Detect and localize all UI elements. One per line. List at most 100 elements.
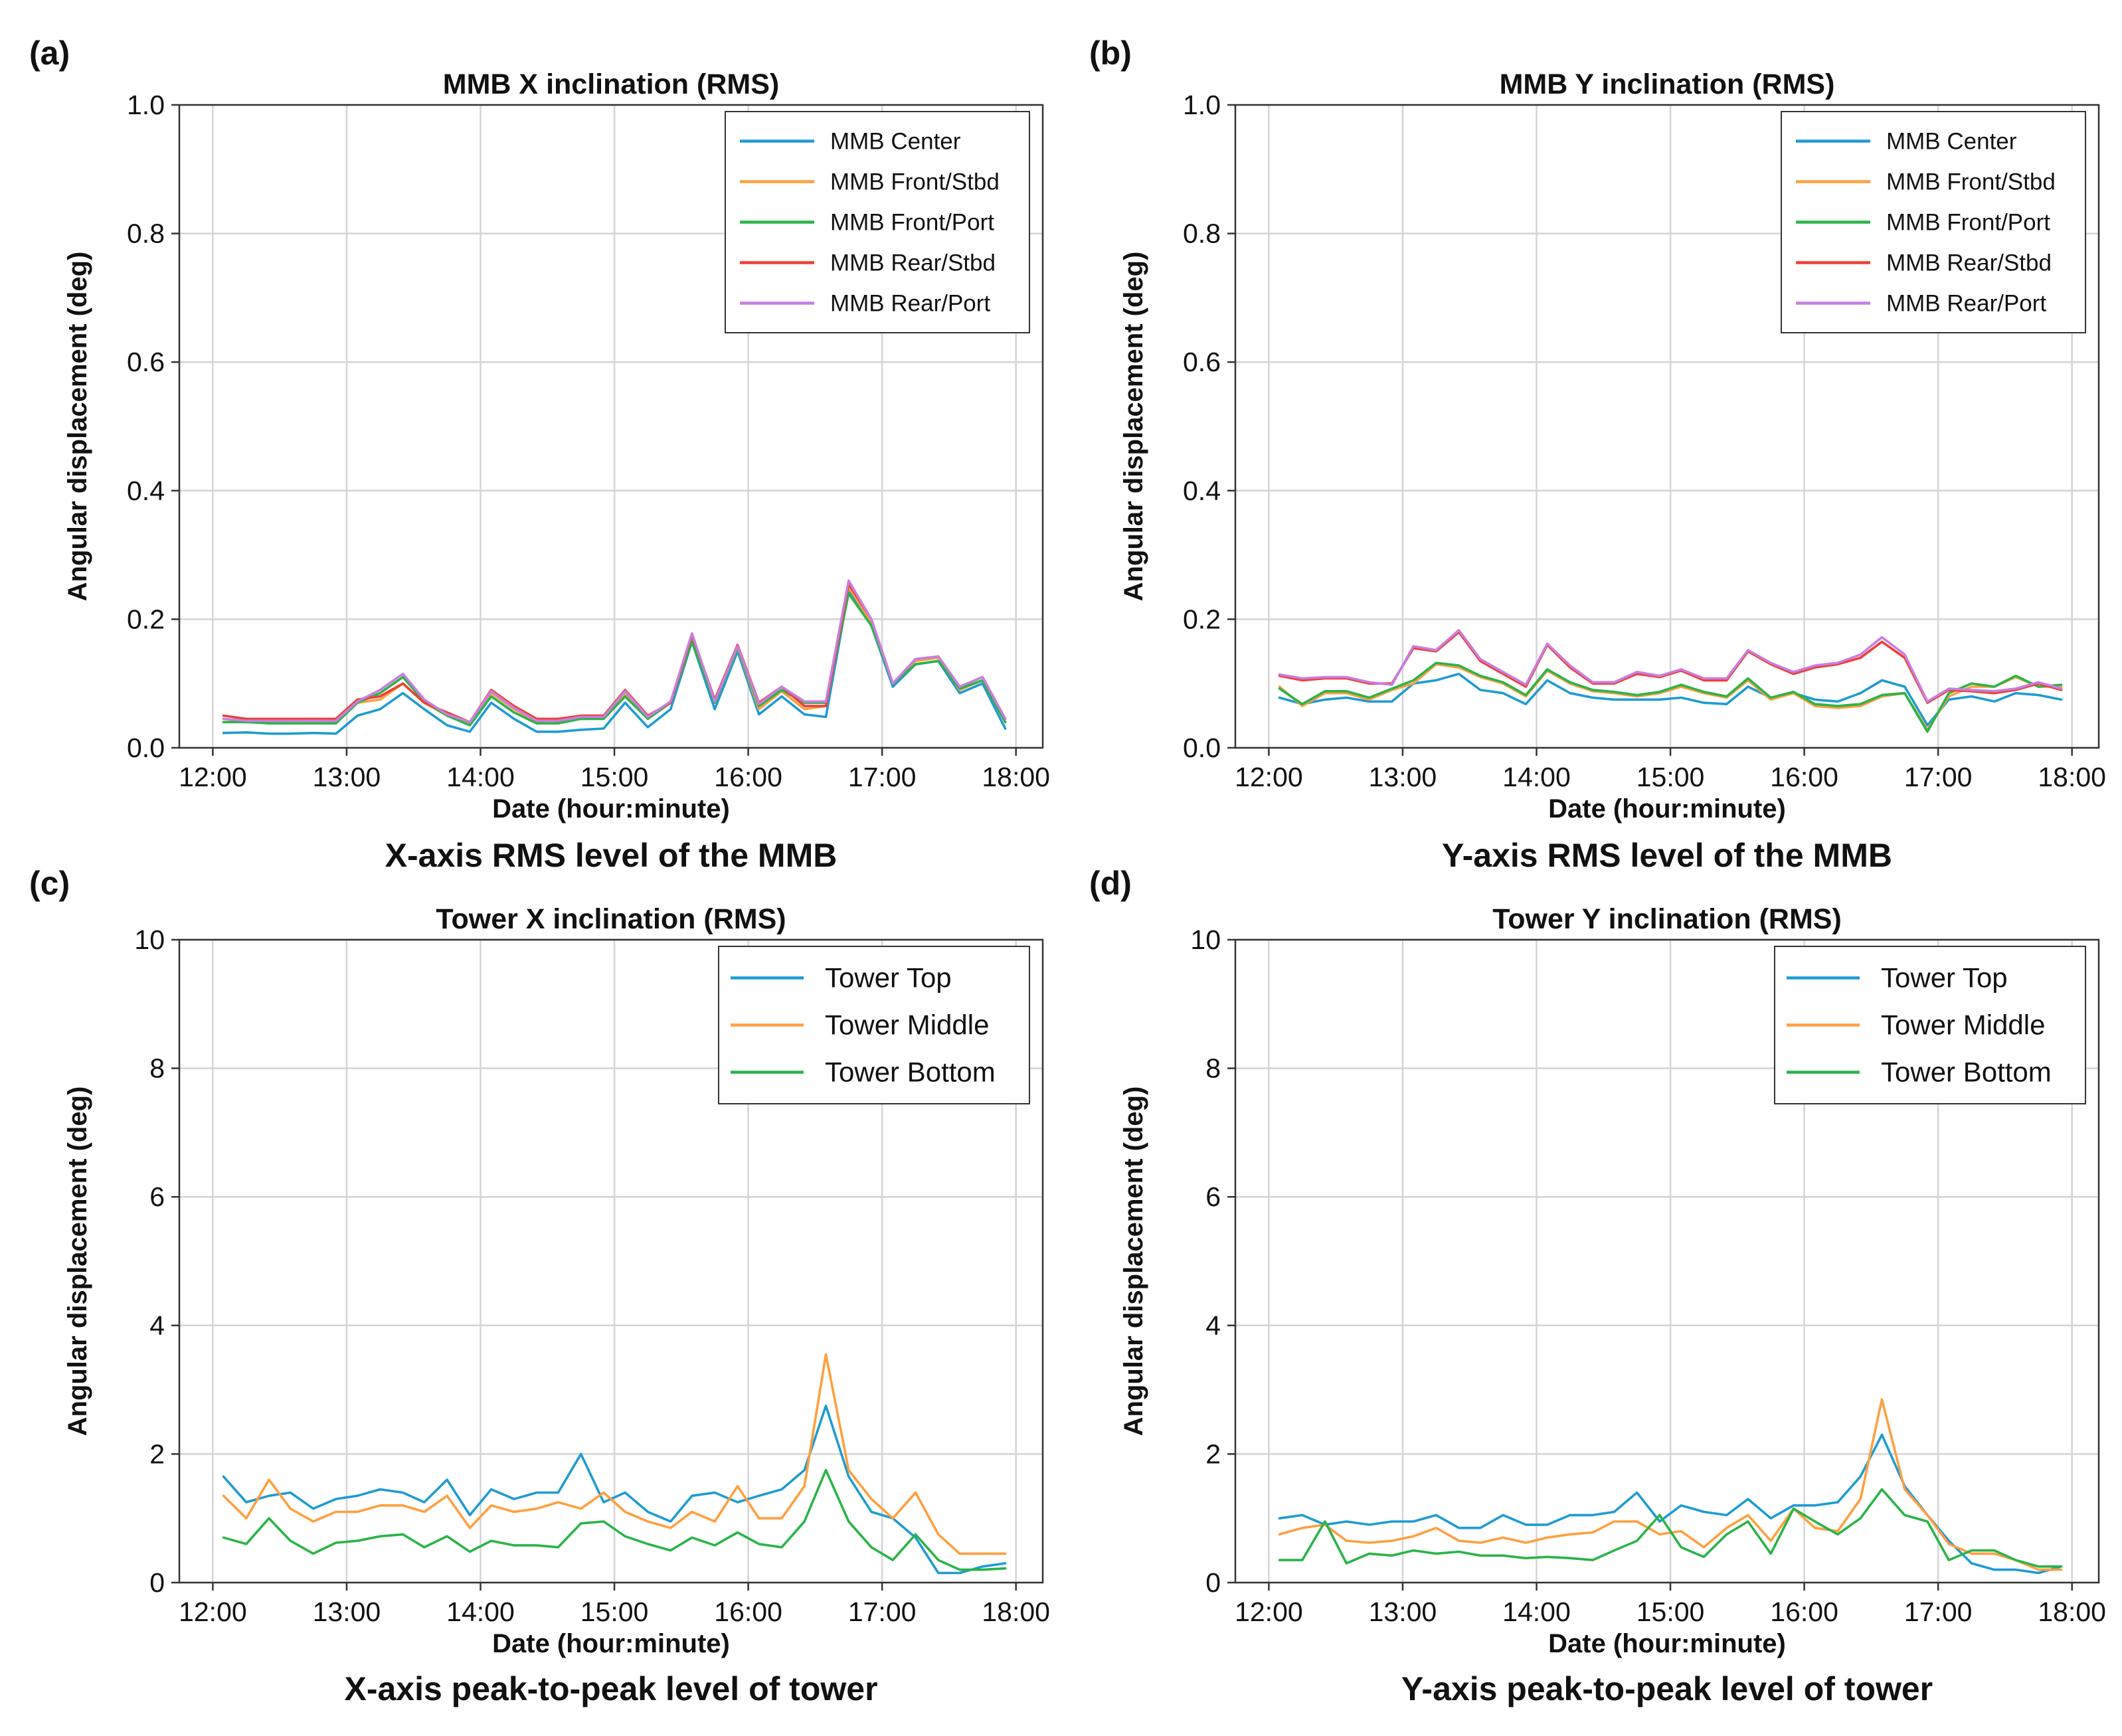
- y-tick-label: 0.2: [1183, 604, 1221, 634]
- legend-entry: MMB Front/Stbd: [830, 169, 1000, 195]
- x-tick-label: 12:00: [179, 762, 247, 792]
- y-tick-label: 0.0: [1183, 733, 1221, 763]
- legend-entry: Tower Middle: [825, 1009, 989, 1041]
- y-tick-label: 0.6: [127, 347, 165, 377]
- chart-caption: X-axis peak-to-peak level of tower: [344, 1670, 877, 1707]
- x-tick-label: 14:00: [1502, 1597, 1571, 1627]
- x-tick-label: 14:00: [446, 762, 515, 792]
- y-tick-label: 0: [1205, 1567, 1221, 1598]
- y-tick-label: 2: [1205, 1438, 1221, 1469]
- x-tick-label: 18:00: [982, 762, 1050, 792]
- y-tick-label: 6: [149, 1181, 165, 1212]
- y-tick-label: 0.2: [127, 604, 165, 634]
- x-tick-label: 16:00: [714, 762, 782, 792]
- series-line-mmb-rear-port: [222, 579, 1007, 724]
- x-tick-label: 15:00: [1636, 762, 1705, 792]
- series-line-tower-top: [222, 1405, 1007, 1575]
- legend: MMB Center MMB Front/Stbd MMB Front/Port MM…: [1781, 111, 2086, 333]
- chart-panel-d: (d) Tower Y inclination (RMS) Y-axis peak-…: [1089, 865, 2106, 1707]
- y-tick-label: 0.8: [127, 218, 165, 249]
- y-axis-label: Angular displacement (deg): [63, 1086, 92, 1436]
- x-tick-label: 16:00: [1770, 1597, 1838, 1627]
- x-tick-label: 12:00: [179, 1597, 247, 1627]
- series-line-tower-bottom: [1278, 1488, 2063, 1568]
- y-tick-label: 6: [1205, 1181, 1221, 1212]
- legend-entry: Tower Middle: [1881, 1009, 2045, 1041]
- chart-caption: X-axis RMS level of the MMB: [385, 837, 838, 874]
- chart-title: Tower Y inclination (RMS): [1492, 903, 1842, 935]
- y-tick-label: 0.4: [127, 476, 165, 506]
- x-tick-label: 13:00: [1369, 762, 1437, 792]
- x-tick-label: 13:00: [313, 762, 381, 792]
- x-tick-label: 17:00: [1904, 762, 1973, 792]
- legend-entry: Tower Top: [825, 962, 952, 994]
- legend-entry: MMB Front/Port: [1886, 210, 2050, 236]
- x-axis-label: Date (hour:minute): [492, 1629, 730, 1658]
- panel-label: (b): [1089, 35, 1132, 72]
- plot-frame: [1234, 938, 2100, 1584]
- panel-label: (a): [29, 35, 70, 72]
- chart-panel-a: (a) MMB X inclination (RMS) X-axis RMS lev…: [29, 35, 1050, 874]
- x-tick-label: 18:00: [982, 1597, 1050, 1627]
- chart-panel-b: (b) MMB Y inclination (RMS) Y-axis RMS lev…: [1089, 35, 2106, 874]
- y-tick-label: 8: [149, 1053, 165, 1084]
- x-axis-label: Date (hour:minute): [1548, 794, 1786, 824]
- x-axis-label: Date (hour:minute): [492, 794, 730, 824]
- x-tick-label: 13:00: [1369, 1597, 1437, 1627]
- y-tick-label: 0: [149, 1567, 165, 1598]
- y-tick-label: 8: [1205, 1053, 1221, 1084]
- x-tick-label: 14:00: [1502, 762, 1571, 792]
- chart-caption: Y-axis RMS level of the MMB: [1442, 837, 1892, 874]
- chart-title: MMB X inclination (RMS): [443, 68, 779, 100]
- x-tick-label: 17:00: [848, 762, 917, 792]
- plot-frame: [1234, 104, 2100, 749]
- plot-frame: [178, 104, 1044, 749]
- legend: Tower Top Tower Middle Tower Bottom: [1774, 946, 2086, 1104]
- x-tick-label: 16:00: [714, 1597, 782, 1627]
- x-tick-label: 15:00: [580, 762, 649, 792]
- legend-entry: Tower Bottom: [825, 1057, 996, 1088]
- legend-entry: Tower Bottom: [1881, 1057, 2052, 1088]
- chart-title: MMB Y inclination (RMS): [1500, 68, 1835, 100]
- legend: MMB Center MMB Front/Stbd MMB Front/Port MM…: [725, 111, 1030, 333]
- y-axis-label: Angular displacement (deg): [1119, 252, 1148, 602]
- x-tick-label: 15:00: [580, 1597, 649, 1627]
- x-tick-label: 18:00: [2038, 762, 2106, 792]
- x-tick-label: 17:00: [848, 1597, 917, 1627]
- y-tick-label: 0.4: [1183, 476, 1221, 506]
- x-axis-label: Date (hour:minute): [1548, 1629, 1786, 1658]
- panel-label: (d): [1089, 865, 1132, 902]
- y-tick-label: 4: [1205, 1310, 1221, 1341]
- series-line-tower-middle: [222, 1353, 1007, 1555]
- legend-entry: MMB Front/Port: [830, 210, 994, 236]
- legend-entry: MMB Center: [830, 129, 961, 155]
- y-axis-label: Angular displacement (deg): [1119, 1086, 1148, 1436]
- x-tick-label: 18:00: [2038, 1597, 2106, 1627]
- legend-entry: MMB Rear/Port: [1886, 291, 2046, 317]
- y-tick-label: 1.0: [1183, 90, 1221, 120]
- legend-entry: MMB Rear/Port: [830, 291, 990, 317]
- y-tick-label: 2: [149, 1438, 165, 1469]
- legend-entry: MMB Center: [1886, 129, 2017, 155]
- series-line-mmb-center: [1278, 672, 2063, 727]
- y-tick-label: 10: [1190, 924, 1221, 955]
- y-tick-label: 0.6: [1183, 347, 1221, 377]
- x-tick-label: 17:00: [1904, 1597, 1973, 1627]
- x-tick-label: 16:00: [1770, 762, 1838, 792]
- chart-title: Tower X inclination (RMS): [436, 903, 786, 935]
- series-line-tower-bottom: [222, 1468, 1007, 1571]
- y-tick-label: 0.0: [127, 733, 165, 763]
- y-axis-label: Angular displacement (deg): [63, 252, 92, 602]
- x-tick-label: 13:00: [313, 1597, 381, 1627]
- y-tick-label: 4: [149, 1310, 165, 1341]
- legend-entry: MMB Rear/Stbd: [830, 250, 996, 276]
- plot-frame: [178, 938, 1044, 1584]
- y-tick-label: 1.0: [127, 90, 165, 120]
- y-tick-label: 10: [134, 924, 165, 955]
- y-tick-label: 0.8: [1183, 218, 1221, 249]
- chart-caption: Y-axis peak-to-peak level of tower: [1401, 1670, 1933, 1707]
- series-line-mmb-front-port: [1278, 661, 2063, 733]
- x-tick-label: 15:00: [1636, 1597, 1705, 1627]
- panel-label: (c): [29, 865, 70, 902]
